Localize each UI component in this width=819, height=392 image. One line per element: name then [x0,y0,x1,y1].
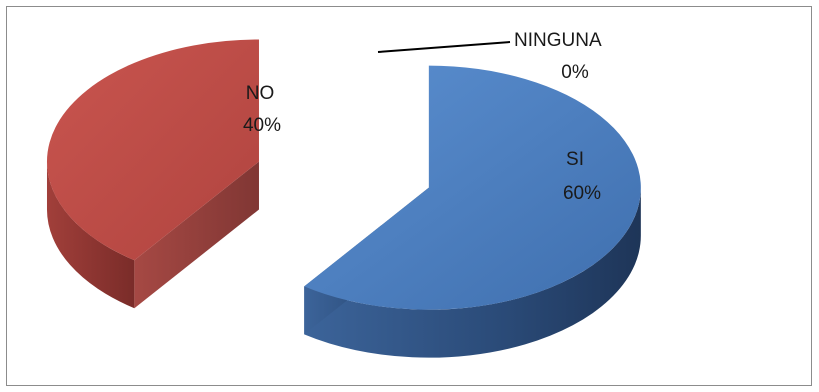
data-label-percent-si: 60% [563,183,601,204]
slice-side-si [304,187,641,358]
slice-no [46,39,259,261]
data-label-percent-ninguna: 0% [561,62,589,83]
data-label-name-ninguna: NINGUNA [514,30,602,51]
slice-side-no [46,161,135,309]
data-label-name-si: SI [566,149,584,170]
data-label-percent-no: 40% [243,115,281,136]
leader-line-ninguna [377,41,511,53]
slice-wall-no-0 [134,161,259,309]
data-label-name-no: NO [246,83,275,104]
slice-si [304,65,641,310]
